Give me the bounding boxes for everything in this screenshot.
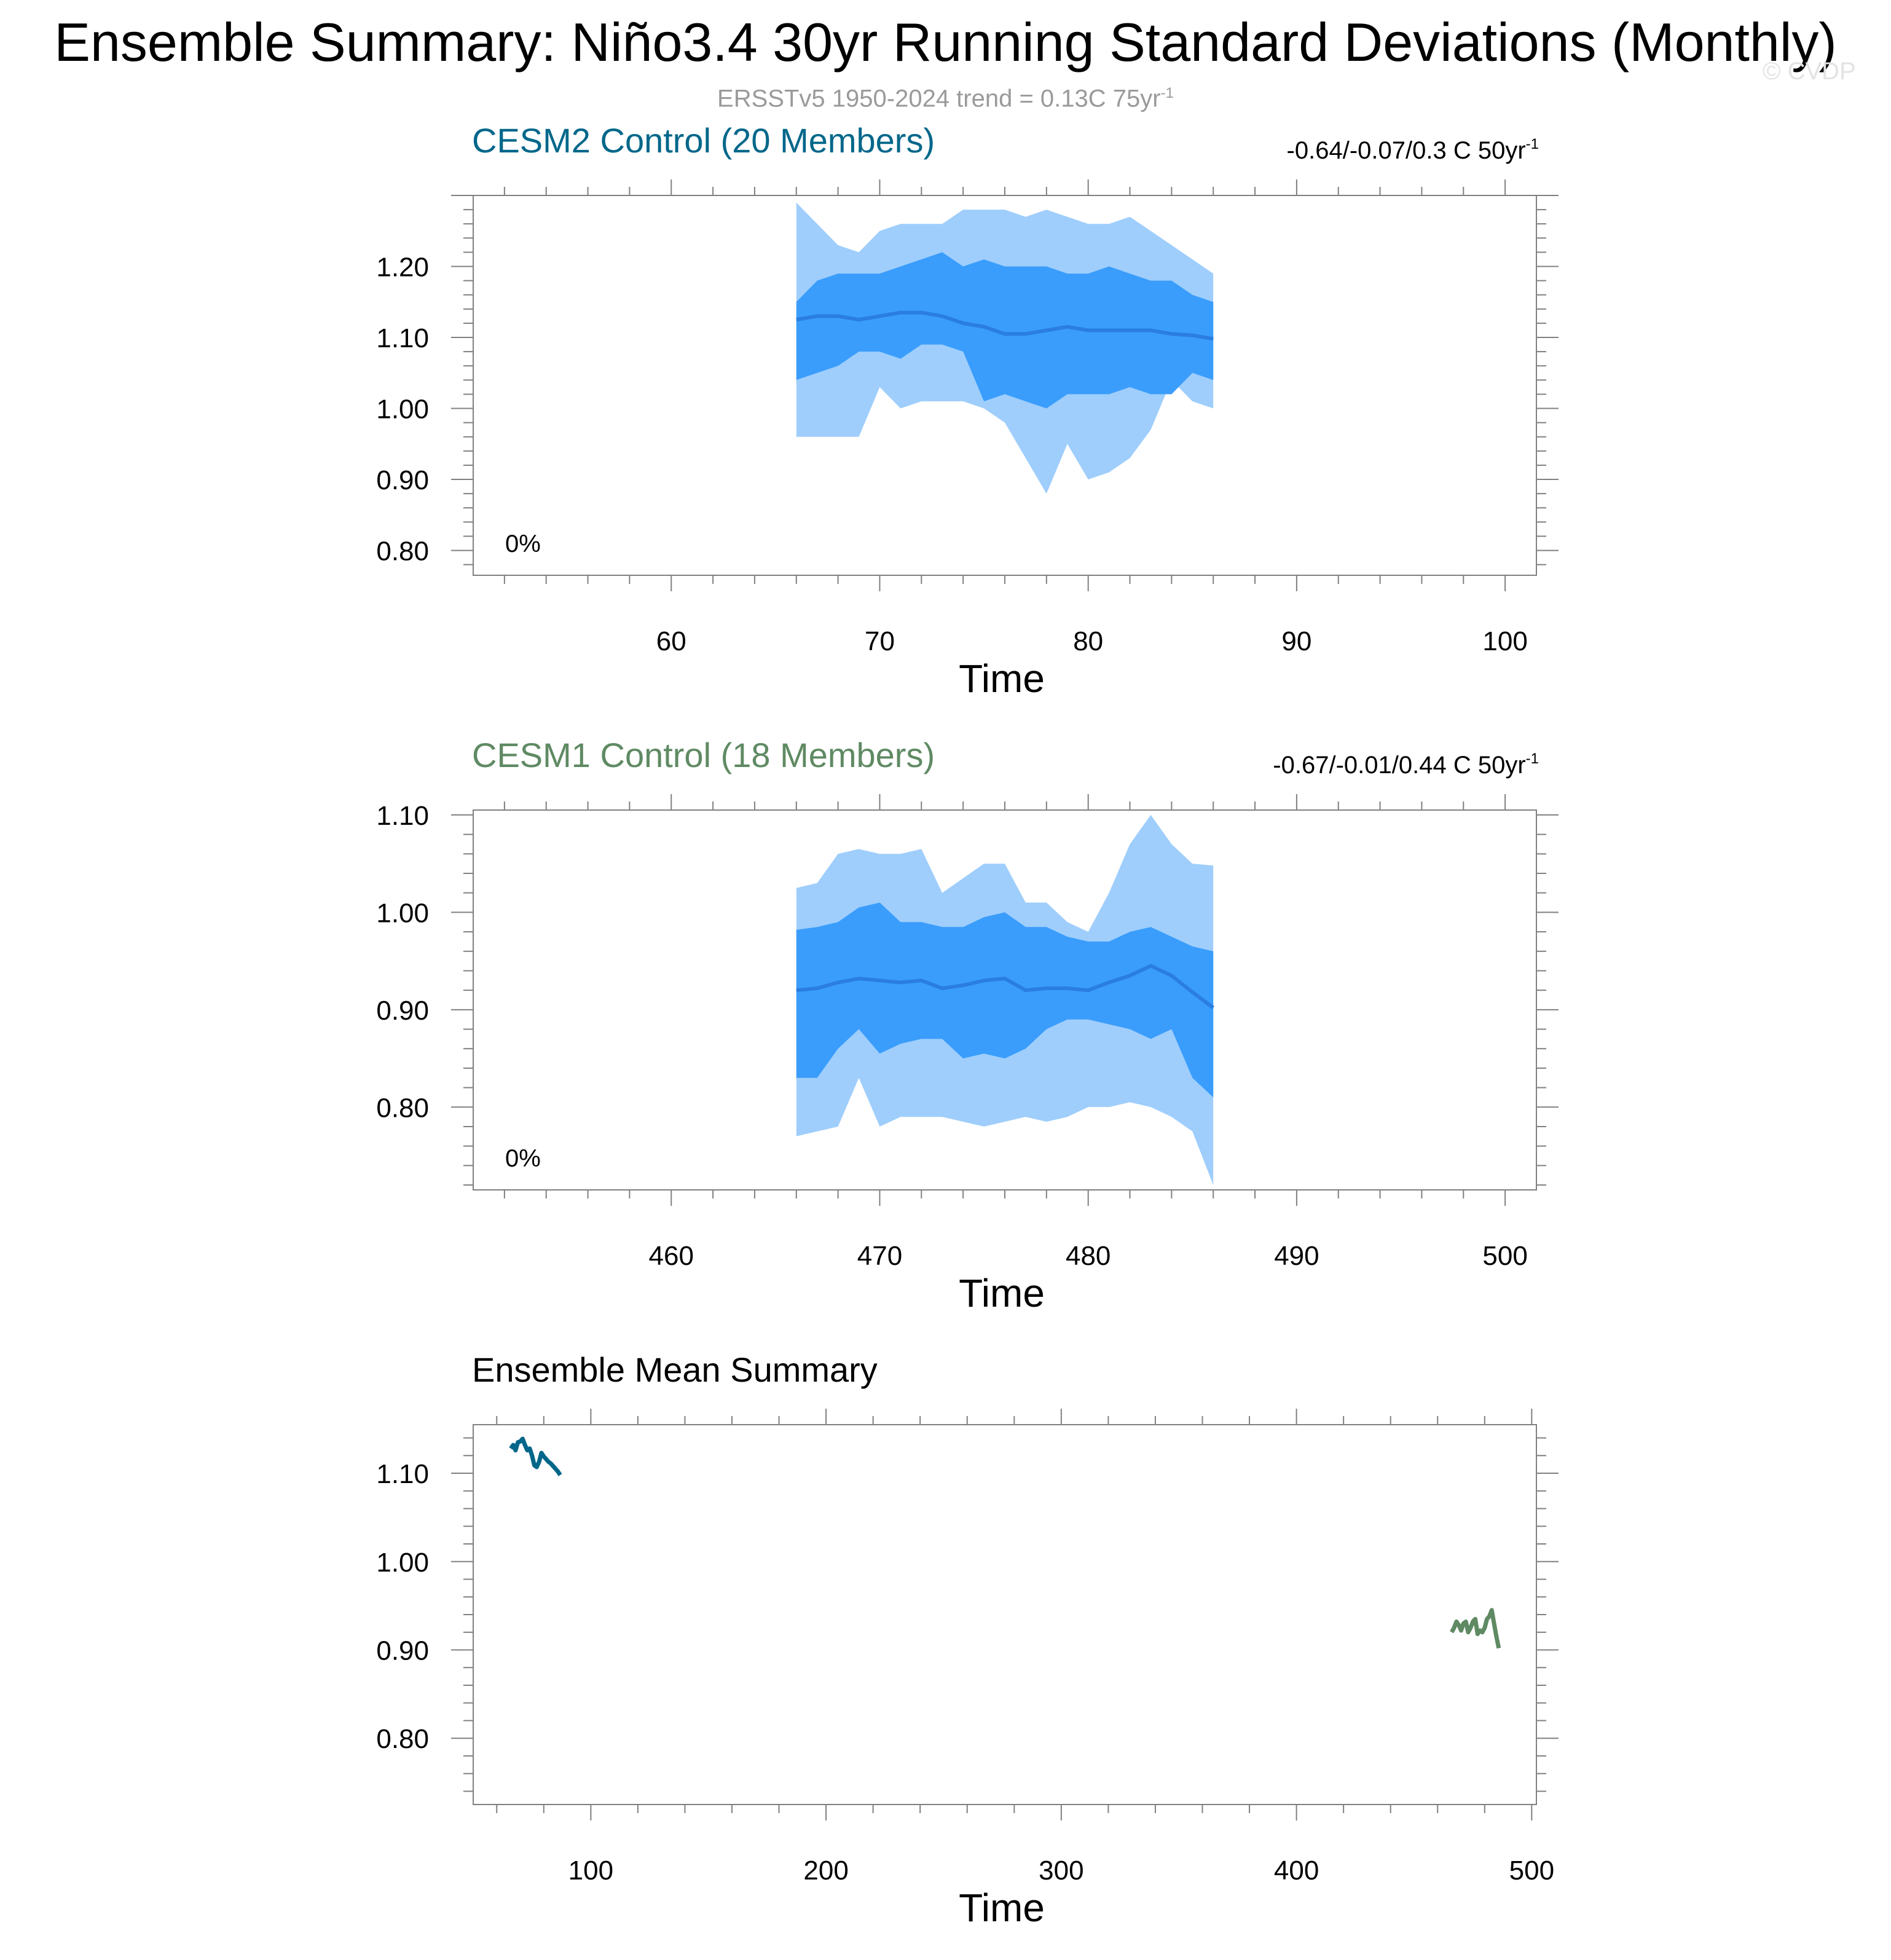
plot-frame — [473, 1424, 1537, 1805]
x-tick-label: 480 — [1066, 1241, 1111, 1271]
y-tick-label: 0.80 — [376, 1724, 429, 1754]
trend-annotation: -0.64/-0.07/0.3 C 50yr-1 — [1287, 136, 1539, 164]
y-tick-label: 0.80 — [376, 537, 429, 567]
panel-title: CESM2 Control (20 Members) — [472, 121, 935, 160]
x-tick-label: 470 — [857, 1241, 902, 1271]
y-tick-label: 1.00 — [376, 395, 429, 425]
y-tick-label: 1.20 — [376, 253, 429, 283]
ensemble-mean-line — [796, 310, 1214, 341]
y-tick-label: 1.10 — [376, 801, 429, 831]
x-tick-label: 500 — [1509, 1856, 1554, 1886]
x-tick-label: 60 — [656, 626, 686, 656]
x-tick-label: 70 — [865, 626, 895, 656]
ensemble-mean-line — [796, 964, 1214, 1010]
x-tick-label: 500 — [1482, 1241, 1527, 1271]
x-tick-label: 490 — [1274, 1241, 1319, 1271]
x-tick-label: 90 — [1281, 626, 1311, 656]
x-tick-label: 80 — [1073, 626, 1103, 656]
chart-subtitle: ERSSTv5 1950-2024 trend = 0.13C 75yr-1 — [0, 85, 1891, 112]
y-tick-label: 1.00 — [376, 1548, 429, 1578]
chart-main-title: Ensemble Summary: Niño3.4 30yr Running S… — [54, 12, 1837, 73]
y-tick-label: 1.10 — [376, 323, 429, 353]
x-tick-label: 200 — [803, 1856, 848, 1886]
trend-text-superscript: -1 — [1526, 136, 1539, 152]
panel-title: Ensemble Mean Summary — [472, 1350, 878, 1389]
inner-range-band — [796, 902, 1214, 1098]
y-tick-label: 1.00 — [376, 898, 429, 928]
x-tick-label: 100 — [1482, 626, 1527, 656]
x-tick-label: 100 — [568, 1856, 613, 1886]
panel-2: 460 470 480 490 500 0.80 0.90 1.00 1.10 Time CESM1… — [376, 736, 1559, 1315]
watermark: © CVDP — [1763, 58, 1856, 85]
trend-text-main: -0.67/-0.01/0.44 C 50yr — [1273, 752, 1525, 779]
percent-label: 0% — [505, 1145, 541, 1172]
y-tick-label: 0.90 — [376, 465, 429, 495]
y-tick-label: 0.90 — [376, 1635, 429, 1666]
trend-text-main: -0.64/-0.07/0.3 C 50yr — [1287, 137, 1526, 164]
mean-series-line-1 — [509, 1436, 562, 1476]
plot-area — [796, 814, 1214, 1186]
x-tick-label: 460 — [649, 1241, 694, 1271]
plot-area — [509, 1436, 1501, 1649]
x-axis-title: Time — [959, 1886, 1045, 1930]
panel-3: 100 200 300 400 500 0.80 0.90 1.00 1.10 Time Ensem… — [376, 1350, 1559, 1930]
panel-title: CESM1 Control (18 Members) — [472, 736, 935, 774]
x-tick-label: 400 — [1274, 1856, 1319, 1886]
subtitle-superscript: -1 — [1160, 85, 1174, 101]
trend-annotation: -0.67/-0.01/0.44 C 50yr-1 — [1273, 750, 1539, 779]
percent-label: 0% — [505, 530, 541, 557]
mean-series-line-2 — [1450, 1608, 1501, 1649]
x-tick-label: 300 — [1039, 1856, 1083, 1886]
plot-area — [796, 202, 1214, 494]
panel-1: 60 70 80 90 100 0.80 0.90 1.00 1.10 1.20 Time CESM2… — [376, 121, 1559, 701]
subtitle-text: ERSSTv5 1950-2024 trend = 0.13C 75yr — [717, 85, 1161, 112]
y-tick-label: 0.90 — [376, 996, 429, 1026]
trend-text-superscript: -1 — [1526, 750, 1539, 767]
y-tick-label: 1.10 — [376, 1459, 429, 1489]
x-axis-title: Time — [959, 656, 1045, 701]
y-tick-label: 0.80 — [376, 1093, 429, 1123]
inner-range-band — [796, 252, 1214, 409]
x-axis-title: Time — [959, 1271, 1045, 1315]
